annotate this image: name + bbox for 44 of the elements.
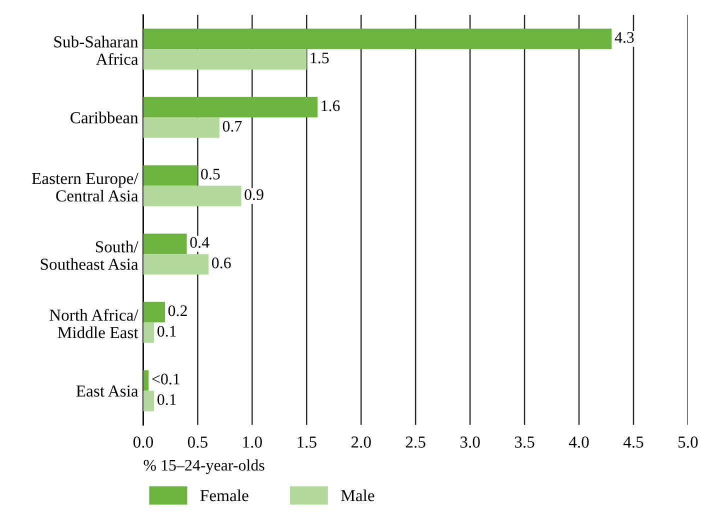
bar bbox=[143, 28, 612, 50]
x-tick-label: 0.5 bbox=[188, 436, 208, 448]
data-label: 4.3 bbox=[614, 32, 634, 43]
y-tick-label: Caribbean bbox=[70, 112, 138, 124]
data-label: 0.1 bbox=[157, 394, 176, 406]
data-label: 0.5 bbox=[201, 168, 220, 180]
x-tick-label: 1.0 bbox=[243, 436, 262, 448]
bar bbox=[143, 165, 198, 186]
bar bbox=[143, 254, 209, 275]
bar bbox=[143, 302, 165, 322]
x-tick-label: 3.0 bbox=[460, 436, 480, 448]
x-tick-label: 2.5 bbox=[406, 436, 426, 448]
y-tick-label: South/ Southeast Asia bbox=[40, 240, 138, 270]
x-tick-label: 0.0 bbox=[133, 436, 153, 448]
bar bbox=[143, 117, 220, 138]
bar bbox=[143, 186, 242, 206]
bar bbox=[143, 390, 154, 412]
x-tick-label: 4.5 bbox=[623, 436, 644, 448]
bar bbox=[143, 49, 307, 70]
x-axis-title: % 15–24-year-olds bbox=[144, 459, 264, 474]
x-tick-label: 2.0 bbox=[351, 436, 371, 448]
data-label: 0.4 bbox=[190, 237, 210, 248]
bar bbox=[143, 370, 149, 391]
bar bbox=[143, 96, 318, 118]
data-label: <0.1 bbox=[152, 374, 180, 385]
legend-label: Female bbox=[200, 489, 248, 502]
data-label: 0.6 bbox=[212, 258, 231, 268]
legend-label: Male bbox=[341, 489, 374, 502]
x-tick-label: 1.5 bbox=[298, 436, 316, 448]
bar bbox=[143, 234, 187, 254]
y-tick-label: Sub-Saharan Africa bbox=[54, 36, 138, 65]
x-tick-label: 4.0 bbox=[568, 436, 589, 448]
data-label: 0.7 bbox=[222, 120, 242, 132]
data-label: 1.6 bbox=[322, 100, 340, 112]
data-label: 0.9 bbox=[244, 189, 264, 200]
y-tick-label: Eastern Europe/ Central Asia bbox=[32, 172, 138, 202]
x-tick-label: 3.5 bbox=[514, 436, 534, 448]
y-tick-label: North Africa/ Middle East bbox=[50, 308, 138, 338]
y-tick-label: East Asia bbox=[76, 385, 138, 397]
data-label: 1.5 bbox=[310, 52, 329, 64]
data-label: 0.1 bbox=[157, 326, 176, 337]
data-label: 0.2 bbox=[168, 305, 187, 316]
x-tick-label: 5.0 bbox=[678, 436, 698, 448]
bar bbox=[143, 322, 154, 343]
